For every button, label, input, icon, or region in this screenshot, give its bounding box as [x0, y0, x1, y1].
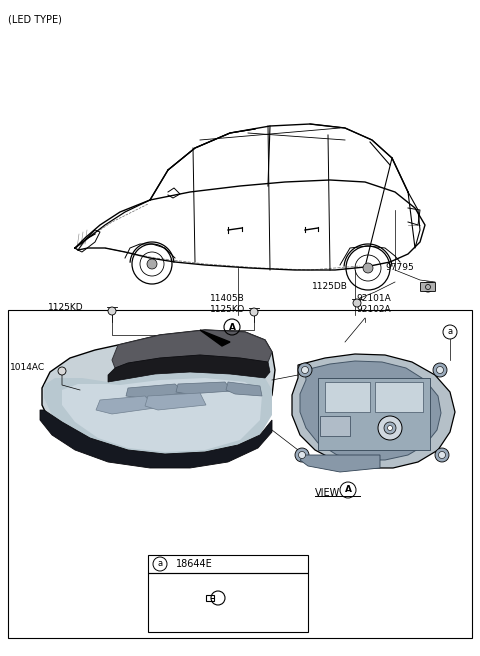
Circle shape: [384, 422, 396, 434]
Text: VIEW: VIEW: [315, 488, 340, 498]
Polygon shape: [126, 384, 185, 398]
Polygon shape: [200, 330, 230, 346]
Circle shape: [353, 299, 361, 307]
Circle shape: [108, 307, 116, 315]
Circle shape: [363, 263, 373, 273]
Polygon shape: [42, 330, 275, 460]
Bar: [148, 555, 308, 573]
Text: A: A: [228, 323, 236, 331]
Circle shape: [387, 426, 393, 430]
Text: a: a: [447, 327, 453, 337]
Text: 11405B: 11405B: [210, 294, 245, 303]
Circle shape: [295, 448, 309, 462]
Text: 18644E: 18644E: [176, 559, 213, 569]
Bar: [318, 378, 430, 450]
Polygon shape: [292, 354, 455, 468]
Text: 1014AC: 1014AC: [10, 363, 45, 373]
Bar: [206, 595, 214, 601]
Polygon shape: [300, 455, 380, 472]
Circle shape: [299, 451, 305, 459]
Circle shape: [298, 363, 312, 377]
Bar: [320, 416, 350, 436]
Text: 1125KD: 1125KD: [48, 302, 84, 312]
Bar: [325, 382, 370, 412]
Circle shape: [423, 282, 433, 292]
Text: A: A: [345, 485, 351, 495]
Circle shape: [301, 367, 309, 373]
FancyBboxPatch shape: [420, 283, 435, 291]
Bar: [8, 310, 472, 638]
Text: 97795: 97795: [385, 263, 414, 272]
Polygon shape: [176, 382, 232, 394]
Polygon shape: [300, 361, 441, 460]
Polygon shape: [40, 410, 272, 468]
Text: a: a: [157, 560, 163, 569]
Polygon shape: [108, 355, 270, 382]
Circle shape: [250, 308, 258, 316]
Bar: [148, 573, 308, 632]
Text: (LED TYPE): (LED TYPE): [8, 14, 62, 24]
Polygon shape: [96, 396, 155, 414]
Polygon shape: [112, 330, 272, 368]
Circle shape: [58, 367, 66, 375]
Polygon shape: [226, 382, 262, 396]
Polygon shape: [62, 378, 262, 452]
Text: 1125DB: 1125DB: [312, 282, 348, 291]
Circle shape: [436, 367, 444, 373]
Bar: [375, 382, 423, 412]
Circle shape: [439, 451, 445, 459]
Text: 92102A: 92102A: [356, 305, 391, 314]
Polygon shape: [145, 393, 206, 410]
Polygon shape: [44, 372, 272, 457]
Text: 92101A: 92101A: [356, 294, 391, 303]
Circle shape: [433, 363, 447, 377]
Text: 1125KO: 1125KO: [210, 305, 245, 314]
Circle shape: [147, 259, 157, 269]
Circle shape: [378, 416, 402, 440]
Circle shape: [435, 448, 449, 462]
